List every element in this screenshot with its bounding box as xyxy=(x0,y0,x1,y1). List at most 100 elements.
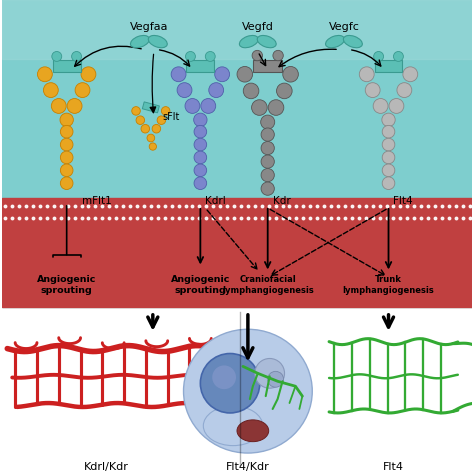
Circle shape xyxy=(60,138,73,151)
Ellipse shape xyxy=(203,406,263,446)
Circle shape xyxy=(209,82,224,98)
Circle shape xyxy=(382,164,395,177)
Text: Vegfc: Vegfc xyxy=(328,22,359,32)
Circle shape xyxy=(171,67,186,82)
Circle shape xyxy=(152,125,161,133)
Circle shape xyxy=(60,177,73,190)
Bar xyxy=(2,198,472,307)
Circle shape xyxy=(60,164,73,177)
Text: Kdrl: Kdrl xyxy=(205,196,226,206)
Ellipse shape xyxy=(343,36,362,48)
Text: Craniofacial
lymphangiogenesis: Craniofacial lymphangiogenesis xyxy=(222,275,314,295)
Circle shape xyxy=(60,113,73,127)
Text: Flt4: Flt4 xyxy=(393,196,413,206)
Circle shape xyxy=(194,138,207,151)
Circle shape xyxy=(403,67,418,82)
Circle shape xyxy=(201,354,260,413)
Circle shape xyxy=(201,99,216,113)
Circle shape xyxy=(215,67,229,82)
Ellipse shape xyxy=(148,36,167,48)
Circle shape xyxy=(382,151,395,164)
Ellipse shape xyxy=(257,36,276,48)
Circle shape xyxy=(212,365,236,389)
Ellipse shape xyxy=(183,329,312,453)
Text: Flt4/Kdr: Flt4/Kdr xyxy=(226,463,270,473)
Circle shape xyxy=(194,164,207,177)
Circle shape xyxy=(51,99,66,113)
Circle shape xyxy=(389,99,404,113)
Circle shape xyxy=(373,99,388,113)
Circle shape xyxy=(397,82,412,98)
Circle shape xyxy=(252,100,267,115)
Circle shape xyxy=(177,82,192,98)
Ellipse shape xyxy=(130,36,149,48)
Bar xyxy=(53,60,81,73)
Circle shape xyxy=(382,177,395,190)
Text: Angiogenic
sprouting: Angiogenic sprouting xyxy=(37,275,96,295)
Circle shape xyxy=(60,151,73,164)
Circle shape xyxy=(132,107,140,115)
Circle shape xyxy=(382,113,395,127)
Circle shape xyxy=(255,358,284,388)
Circle shape xyxy=(382,138,395,151)
Bar xyxy=(253,60,282,72)
Circle shape xyxy=(136,116,145,125)
Ellipse shape xyxy=(239,36,258,48)
Circle shape xyxy=(393,52,403,62)
Circle shape xyxy=(382,126,395,138)
Text: Kdrl/Kdr: Kdrl/Kdr xyxy=(84,463,129,473)
Circle shape xyxy=(261,141,274,155)
Circle shape xyxy=(37,67,52,82)
Text: Kdr: Kdr xyxy=(273,196,291,206)
Circle shape xyxy=(276,83,292,99)
Circle shape xyxy=(194,126,207,138)
Bar xyxy=(374,60,402,73)
Circle shape xyxy=(185,52,195,62)
Text: Flt4: Flt4 xyxy=(383,463,404,473)
Bar xyxy=(2,0,472,59)
Circle shape xyxy=(268,371,283,387)
Text: Vegfd: Vegfd xyxy=(242,22,273,32)
Circle shape xyxy=(194,113,207,127)
Bar xyxy=(2,0,472,307)
Circle shape xyxy=(194,177,207,190)
Circle shape xyxy=(273,50,283,61)
Text: Angiogenic
sprouting: Angiogenic sprouting xyxy=(171,275,230,295)
Circle shape xyxy=(243,83,259,99)
Circle shape xyxy=(141,125,150,133)
Circle shape xyxy=(75,82,90,98)
Text: Trunk
lymphangiogenesis: Trunk lymphangiogenesis xyxy=(343,275,434,295)
Circle shape xyxy=(252,50,263,61)
Text: sFlt: sFlt xyxy=(163,112,180,122)
Ellipse shape xyxy=(326,36,345,48)
Circle shape xyxy=(60,126,73,138)
Circle shape xyxy=(261,115,275,129)
Circle shape xyxy=(283,66,298,82)
Text: Vegfaa: Vegfaa xyxy=(129,22,168,32)
Circle shape xyxy=(67,99,82,113)
Bar xyxy=(186,60,214,73)
Circle shape xyxy=(52,52,62,62)
Text: mFlt1: mFlt1 xyxy=(82,196,111,206)
Circle shape xyxy=(261,155,274,168)
Circle shape xyxy=(268,100,284,115)
Circle shape xyxy=(161,107,170,115)
Circle shape xyxy=(157,116,165,125)
Circle shape xyxy=(194,151,207,164)
Circle shape xyxy=(147,134,155,142)
Circle shape xyxy=(72,52,82,62)
Circle shape xyxy=(365,82,380,98)
Circle shape xyxy=(185,99,200,113)
Circle shape xyxy=(81,67,96,82)
Circle shape xyxy=(359,67,374,82)
Circle shape xyxy=(374,52,383,62)
Circle shape xyxy=(261,168,274,182)
Circle shape xyxy=(149,143,156,150)
Circle shape xyxy=(261,182,274,195)
Circle shape xyxy=(205,52,215,62)
Circle shape xyxy=(237,66,253,82)
Circle shape xyxy=(261,128,274,141)
Circle shape xyxy=(44,82,58,98)
Ellipse shape xyxy=(237,420,269,442)
Bar xyxy=(142,102,159,113)
